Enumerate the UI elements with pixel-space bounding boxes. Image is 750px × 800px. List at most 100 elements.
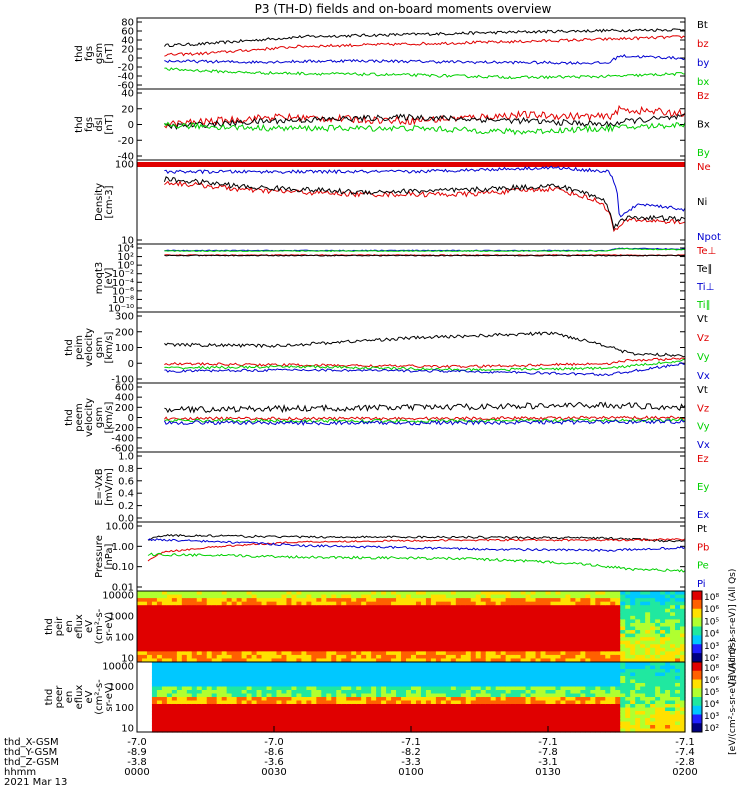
- heatmap-cell: [371, 662, 377, 667]
- heatmap-cell: [241, 594, 248, 599]
- heatmap-cell: [386, 608, 392, 613]
- heatmap-cell: [670, 679, 676, 684]
- heatmap-cell: [336, 591, 342, 596]
- heatmap-cell: [580, 686, 586, 691]
- heatmap-cell: [590, 640, 596, 645]
- heatmap-cell: [346, 728, 352, 733]
- heatmap-cell: [396, 718, 402, 723]
- heatmap-cell: [146, 633, 153, 638]
- heatmap-cell: [271, 615, 278, 620]
- colorbar-tick: 10⁵: [704, 688, 719, 698]
- heatmap-cell: [291, 700, 298, 705]
- heatmap-cell: [236, 612, 243, 617]
- heatmap-cell: [311, 594, 317, 599]
- heatmap-cell: [137, 598, 143, 603]
- heatmap-cell: [366, 640, 372, 645]
- heatmap-cell: [590, 626, 596, 631]
- heatmap-cell: [525, 608, 532, 613]
- heatmap-cell: [306, 637, 312, 642]
- heatmap-cell: [680, 672, 686, 677]
- series-Vt-line: [164, 331, 686, 358]
- heatmap-cell: [391, 728, 397, 733]
- heatmap-cell: [560, 693, 567, 698]
- ytick-label: -40: [118, 72, 134, 83]
- heatmap-cell: [406, 693, 412, 698]
- heatmap-cell: [615, 672, 621, 677]
- heatmap-cell: [500, 612, 507, 617]
- heatmap-cell: [495, 605, 502, 610]
- heatmap-cell: [266, 658, 273, 663]
- heatmap-cell: [166, 665, 173, 670]
- heatmap-cell: [500, 615, 507, 620]
- heatmap-cell: [201, 626, 208, 631]
- heatmap-cell: [366, 662, 372, 667]
- heatmap-cell: [480, 725, 487, 730]
- heatmap-cell: [535, 672, 542, 677]
- heatmap-cell: [425, 626, 432, 631]
- xaxis-date: 2021 Mar 13: [4, 777, 67, 788]
- ylabel-peer-eflux: eV: [84, 690, 95, 703]
- heatmap-cell: [440, 672, 447, 677]
- heatmap-cell: [341, 598, 347, 603]
- heatmap-cell: [450, 693, 457, 698]
- heatmap-cell: [176, 693, 183, 698]
- heatmap-cell: [630, 658, 636, 663]
- heatmap-cell: [525, 601, 532, 606]
- heatmap-cell: [406, 654, 412, 660]
- heatmap-cell: [535, 591, 542, 596]
- heatmap-cell: [201, 711, 208, 716]
- heatmap-cell: [585, 662, 591, 667]
- heatmap-cell: [206, 662, 213, 667]
- heatmap-cell: [276, 630, 283, 635]
- heatmap-cell: [331, 662, 337, 667]
- heatmap-cell: [241, 598, 248, 603]
- heatmap-cell: [470, 693, 477, 698]
- heatmap-cell: [406, 690, 412, 695]
- heatmap-cell: [171, 679, 178, 684]
- heatmap-cell: [660, 718, 666, 723]
- heatmap-cell: [510, 605, 517, 610]
- ylabel-fgs-dsl: dsl: [94, 117, 105, 131]
- heatmap-cell: [635, 654, 641, 660]
- heatmap-cell: [465, 697, 472, 702]
- heatmap-cell: [650, 672, 656, 677]
- heatmap-cell: [540, 693, 547, 698]
- heatmap-cell: [336, 721, 342, 726]
- heatmap-cell: [161, 612, 168, 617]
- heatmap-cell: [137, 707, 143, 712]
- heatmap-cell: [535, 721, 542, 726]
- heatmap-cell: [241, 693, 248, 698]
- heatmap-cell: [525, 718, 532, 723]
- heatmap-cell: [550, 591, 557, 596]
- heatmap-cell: [470, 714, 477, 719]
- heatmap-cell: [281, 683, 288, 688]
- heatmap-cell: [620, 665, 626, 670]
- heatmap-cell: [331, 690, 337, 695]
- heatmap-cell: [406, 601, 412, 606]
- heatmap-cell: [386, 721, 392, 726]
- heatmap-cell: [475, 605, 482, 610]
- heatmap-cell: [296, 662, 302, 667]
- heatmap-cell: [341, 672, 347, 677]
- heatmap-cell: [221, 704, 228, 709]
- heatmap-cell: [151, 619, 158, 624]
- heatmap-cell: [430, 594, 437, 599]
- heatmap-cell: [450, 679, 457, 684]
- heatmap-cell: [525, 651, 532, 656]
- heatmap-cell: [530, 718, 537, 723]
- heatmap-cell: [336, 697, 342, 702]
- heatmap-cell: [166, 622, 173, 628]
- heatmap-cell: [351, 679, 357, 684]
- heatmap-cell: [505, 711, 512, 716]
- heatmap-cell: [246, 672, 253, 677]
- heatmap-cell: [181, 615, 188, 620]
- heatmap-cell: [316, 658, 322, 663]
- heatmap-cell: [510, 676, 517, 681]
- heatmap-cell: [460, 615, 467, 620]
- heatmap-cell: [625, 644, 631, 649]
- heatmap-cell: [281, 651, 288, 656]
- heatmap-cell: [580, 633, 586, 638]
- heatmap-cell: [430, 697, 437, 702]
- heatmap-cell: [580, 714, 586, 719]
- heatmap-cell: [186, 721, 193, 726]
